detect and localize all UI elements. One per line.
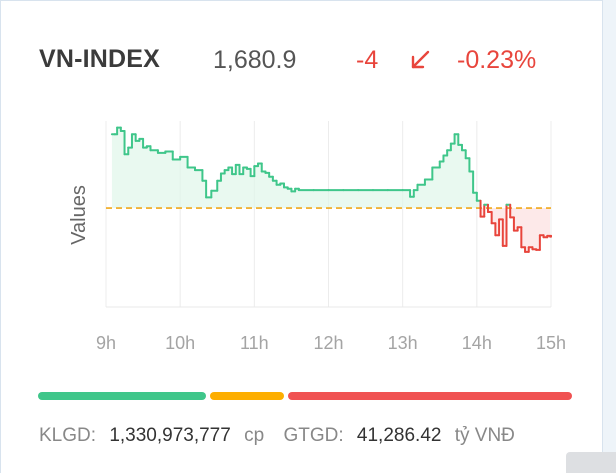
y-axis-label: Values: [68, 185, 90, 245]
volume-distribution-bar: [38, 392, 572, 400]
declining-bar: [287, 392, 572, 400]
x-tick-label: 15h: [536, 333, 566, 353]
klgd-value: 1,330,973,777: [109, 425, 231, 446]
market-index-card: VN-INDEX 1,680.9 -4 -0.23% Values 9h 10h 1…: [0, 0, 603, 473]
advancing-bar: [38, 392, 207, 400]
gtgd-unit: tỷ VNĐ: [454, 425, 515, 446]
x-tick-label: 9h: [96, 333, 116, 353]
trading-summary: KLGD: 1,330,973,777 cp GTGD: 41,286.42 t…: [39, 425, 515, 447]
gridlines: [105, 121, 552, 307]
scrollbar-thumb[interactable]: [566, 452, 616, 473]
x-axis-ticks: 9h 10h 11h 12h 13h 14h 15h: [96, 333, 566, 353]
x-tick-label: 14h: [462, 333, 492, 353]
x-tick-label: 11h: [240, 333, 269, 353]
x-tick-label: 13h: [388, 333, 418, 353]
klgd-unit: cp: [244, 425, 265, 446]
area-fill-above-reference: [111, 127, 551, 209]
intraday-chart[interactable]: Values 9h 10h 11h 12h 13h 14h 15h: [1, 101, 604, 361]
price-line: [110, 126, 552, 253]
gtgd-label: GTGD:: [283, 425, 344, 446]
index-change: -4: [356, 46, 379, 74]
x-tick-label: 10h: [165, 333, 195, 353]
index-change-percent: -0.23%: [457, 46, 537, 74]
gtgd-value: 41,286.42: [356, 425, 442, 446]
klgd-label: KLGD:: [39, 425, 97, 446]
index-name[interactable]: VN-INDEX: [39, 45, 161, 73]
unchanged-bar: [210, 392, 284, 400]
index-value: 1,680.9: [213, 46, 297, 74]
x-tick-label: 12h: [313, 333, 343, 353]
index-header: VN-INDEX 1,680.9 -4 -0.23%: [39, 41, 579, 81]
arrow-down-left-icon: [411, 50, 430, 69]
